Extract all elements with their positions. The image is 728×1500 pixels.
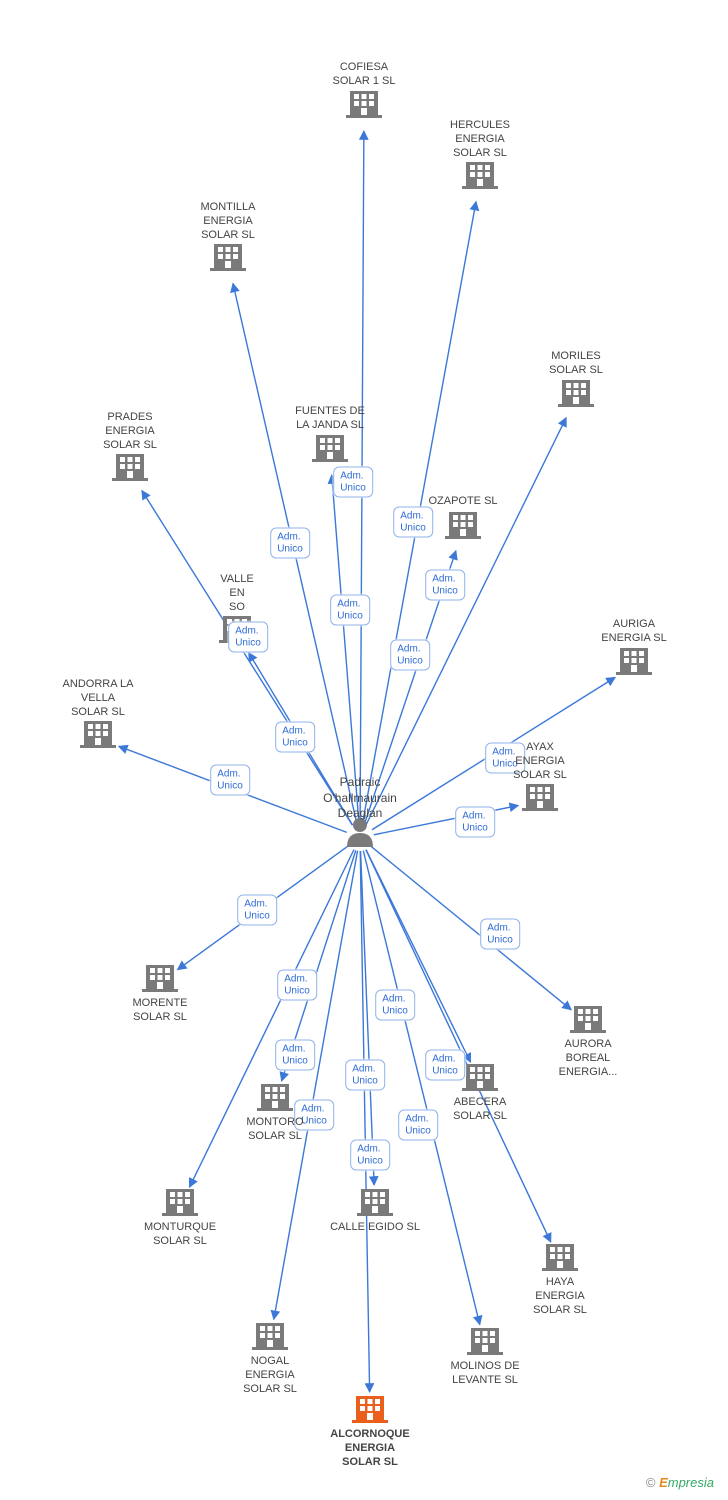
building-icon-haya[interactable] [542, 1244, 578, 1271]
brand-rest: mpresia [668, 1475, 714, 1490]
diagram-canvas [0, 0, 728, 1500]
center-person-label: Padraic O'hallmaurain Deaglan [323, 775, 397, 822]
edge-label-fuentes: Adm. Unico [330, 595, 370, 626]
node-label-aurora: AURORA BOREAL ENERGIA... [559, 1038, 618, 1079]
node-label-molinos: MOLINOS DE LEVANTE SL [450, 1360, 519, 1388]
building-icon-monturque[interactable] [162, 1189, 198, 1216]
building-icon-nogal[interactable] [252, 1323, 288, 1350]
building-icon-abecera[interactable] [462, 1064, 498, 1091]
node-label-alcornoque: ALCORNOQUE ENERGIA SOLAR SL [330, 1428, 409, 1469]
edge-label-haya: Adm. Unico [398, 1110, 438, 1141]
node-label-morente: MORENTE SOLAR SL [133, 997, 188, 1025]
node-label-auriga: AURIGA ENERGIA SL [601, 618, 666, 646]
edge-label-cofiesa: Adm. Unico [333, 467, 373, 498]
edge-label-montilla: Adm. Unico [270, 528, 310, 559]
building-icon-andorra[interactable] [80, 721, 116, 748]
edge-label-calle: Adm. Unico [350, 1140, 390, 1171]
edge-abecera [366, 850, 470, 1063]
node-label-valle: VALLE EN SO [220, 573, 253, 614]
edge-label-morente: Adm. Unico [237, 895, 277, 926]
edge-label-monturque: Adm. Unico [275, 1040, 315, 1071]
building-icon-cofiesa[interactable] [346, 91, 382, 118]
building-icon-ozapote[interactable] [445, 512, 481, 539]
node-label-abecera: ABECERA SOLAR SL [453, 1096, 507, 1124]
copyright: © Empresia [646, 1475, 714, 1490]
node-label-montilla: MONTILLA ENERGIA SOLAR SL [200, 201, 255, 242]
edge-label-molinos: Adm. Unico [375, 990, 415, 1021]
building-icon-montoro[interactable] [257, 1084, 293, 1111]
building-icon-moriles[interactable] [558, 380, 594, 407]
building-icon-morente[interactable] [142, 965, 178, 992]
copyright-symbol: © [646, 1475, 656, 1490]
node-label-ozapote: OZAPOTE SL [428, 495, 497, 509]
edge-label-aurora: Adm. Unico [480, 919, 520, 950]
building-icon-hercules[interactable] [462, 162, 498, 189]
building-icon-ayax[interactable] [522, 784, 558, 811]
edge-alcornoque [360, 851, 369, 1392]
edge-label-alcornoque: Adm. Unico [345, 1060, 385, 1091]
edge-label-ayax: Adm. Unico [455, 807, 495, 838]
edge-label-valle: Adm. Unico [275, 722, 315, 753]
node-label-fuentes: FUENTES DE LA JANDA SL [295, 405, 365, 433]
building-icon-alcornoque[interactable] [352, 1396, 388, 1423]
node-label-calle: CALLE EGIDO SL [330, 1221, 420, 1235]
edge-label-prades: Adm. Unico [228, 622, 268, 653]
edge-label-ozapote: Adm. Unico [390, 640, 430, 671]
node-label-ayax: AYAX ENERGIA SOLAR SL [513, 741, 567, 782]
building-icon-prades[interactable] [112, 454, 148, 481]
node-label-haya: HAYA ENERGIA SOLAR SL [533, 1276, 587, 1317]
node-label-monturque: MONTURQUE SOLAR SL [144, 1221, 216, 1249]
building-icon-molinos[interactable] [467, 1328, 503, 1355]
building-icon-calle[interactable] [357, 1189, 393, 1216]
building-icon-fuentes[interactable] [312, 435, 348, 462]
edge-haya [366, 850, 551, 1242]
node-label-montoro: MONTORO SOLAR SL [246, 1116, 303, 1144]
node-label-cofiesa: COFIESA SOLAR 1 SL [333, 61, 396, 89]
node-label-andorra: ANDORRA LA VELLA SOLAR SL [63, 678, 134, 719]
brand-initial: E [659, 1475, 668, 1490]
edge-label-abecera: Adm. Unico [425, 1050, 465, 1081]
edge-label-montoro: Adm. Unico [277, 970, 317, 1001]
building-icon-auriga[interactable] [616, 648, 652, 675]
edge-aurora [371, 846, 572, 1010]
edge-label-moriles: Adm. Unico [425, 570, 465, 601]
edge-label-hercules: Adm. Unico [393, 507, 433, 538]
building-icon-aurora[interactable] [570, 1006, 606, 1033]
edge-label-andorra: Adm. Unico [210, 765, 250, 796]
node-label-prades: PRADES ENERGIA SOLAR SL [103, 411, 157, 452]
building-icon-montilla[interactable] [210, 244, 246, 271]
node-label-moriles: MORILES SOLAR SL [549, 350, 603, 378]
node-label-hercules: HERCULES ENERGIA SOLAR SL [450, 119, 510, 160]
node-label-nogal: NOGAL ENERGIA SOLAR SL [243, 1355, 297, 1396]
